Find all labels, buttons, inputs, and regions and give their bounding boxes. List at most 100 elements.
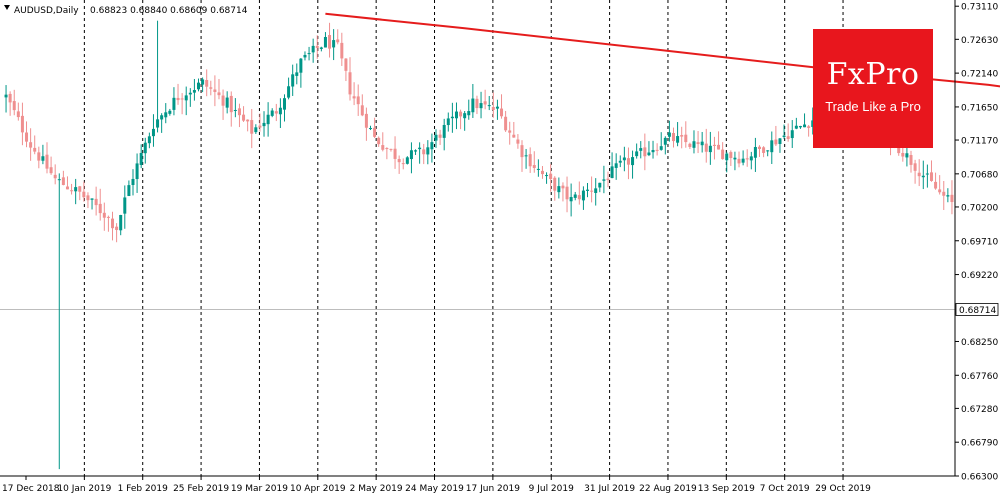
candle-body	[942, 191, 946, 196]
candle-body	[483, 101, 487, 105]
x-tick-label: 17 Dec 2018	[2, 484, 60, 494]
candle-body	[409, 150, 413, 160]
y-tick-label: 0.73110	[961, 3, 998, 13]
candle-body	[278, 107, 282, 115]
candle-body	[934, 181, 938, 189]
candle-body	[422, 149, 426, 155]
candle-body	[569, 197, 573, 202]
logo-name: FxPro	[826, 57, 920, 92]
candle-body	[172, 97, 176, 110]
candle-body	[700, 141, 704, 146]
ohlc-label: 0.68823 0.68840 0.68609 0.68714	[90, 6, 248, 16]
candle-body	[373, 127, 377, 137]
candle-body	[147, 136, 151, 144]
candle-body	[127, 185, 131, 196]
candle-body	[90, 198, 94, 200]
candle-body	[217, 92, 221, 96]
candle-body	[119, 214, 123, 231]
candle-body	[692, 141, 696, 148]
candle-body	[164, 112, 168, 118]
candle-body	[229, 95, 233, 113]
candle-body	[688, 143, 692, 147]
candle-body	[115, 226, 119, 231]
candle-body	[475, 98, 479, 109]
current-price-box	[955, 303, 999, 316]
candle-body	[282, 98, 286, 110]
candle-body	[123, 197, 127, 214]
candle-body	[655, 149, 659, 151]
candle-body	[98, 203, 102, 214]
candle-body	[20, 115, 24, 133]
candle-body	[65, 186, 69, 190]
candle-body	[487, 105, 491, 107]
candle-body	[143, 142, 147, 154]
current-price-label: 0.68714	[955, 303, 999, 316]
candle-body	[610, 166, 614, 179]
candle-body	[360, 105, 364, 116]
candle-body	[131, 178, 135, 186]
candle-body	[393, 148, 397, 159]
candle-body	[459, 111, 463, 117]
candle-body	[680, 135, 684, 137]
candle-body	[798, 126, 802, 128]
y-tick-label: 0.72630	[961, 36, 998, 46]
candle-body	[811, 120, 815, 127]
candle-body	[225, 97, 229, 108]
candle-body	[766, 150, 770, 152]
candle-body	[712, 144, 716, 146]
candle-body	[590, 190, 594, 192]
candle-body	[786, 136, 790, 139]
candle-body	[209, 87, 213, 89]
candle-body	[606, 178, 610, 180]
candle-body	[565, 186, 569, 200]
candle-body	[446, 118, 450, 126]
candle-body	[111, 218, 115, 229]
candle-body	[41, 156, 45, 161]
y-tick-label: 0.72140	[961, 70, 998, 80]
candle-body	[696, 142, 700, 145]
candle-body	[303, 54, 307, 58]
x-tick-label: 24 May 2019	[405, 484, 464, 494]
y-tick-label: 0.66790	[961, 439, 998, 449]
candle-body	[549, 173, 553, 180]
candle-body	[29, 142, 33, 148]
x-tick-label: 19 Mar 2019	[231, 484, 288, 494]
candle-body	[753, 147, 757, 158]
candle-body	[532, 165, 536, 168]
candle-body	[197, 82, 201, 90]
candle-body	[614, 163, 618, 168]
candle-body	[8, 93, 12, 103]
candle-body	[463, 113, 467, 119]
candle-body	[397, 159, 401, 163]
candle-body	[221, 95, 225, 106]
candle-body	[57, 179, 61, 181]
candle-body	[651, 149, 655, 153]
candle-body	[618, 160, 622, 163]
candle-body	[291, 74, 295, 87]
candle-body	[328, 35, 332, 49]
y-tick-label: 0.66300	[961, 473, 998, 483]
candle-body	[168, 110, 172, 114]
fxpro-logo: FxPro Trade Like a Pro	[813, 29, 933, 148]
candle-body	[295, 72, 299, 76]
candle-body	[790, 130, 794, 139]
candle-body	[258, 125, 262, 128]
candle-body	[626, 158, 630, 165]
candle-body	[921, 175, 925, 178]
candle-body	[385, 148, 389, 150]
candle-body	[741, 158, 745, 163]
candle-body	[381, 145, 385, 150]
candle-body	[102, 212, 106, 218]
candle-body	[4, 94, 8, 98]
candle-body	[540, 170, 544, 175]
candle-body	[45, 154, 49, 169]
y-axis-ticks: 0.73110 0.72630 0.72140 0.71650 0.71170 0.706…	[955, 3, 998, 483]
x-tick-label: 10 Apr 2019	[290, 484, 346, 494]
candle-body	[635, 151, 639, 157]
candle-body	[323, 37, 327, 48]
candle-body	[663, 137, 667, 145]
candle-body	[782, 135, 786, 137]
candle-body	[684, 134, 688, 143]
